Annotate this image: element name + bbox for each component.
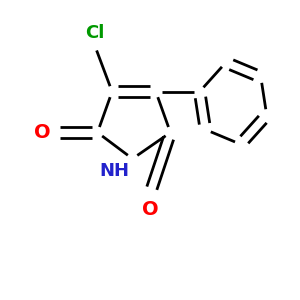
Text: O: O (34, 123, 51, 142)
Text: NH: NH (100, 162, 130, 180)
Text: O: O (142, 200, 158, 219)
Text: Cl: Cl (85, 24, 104, 42)
